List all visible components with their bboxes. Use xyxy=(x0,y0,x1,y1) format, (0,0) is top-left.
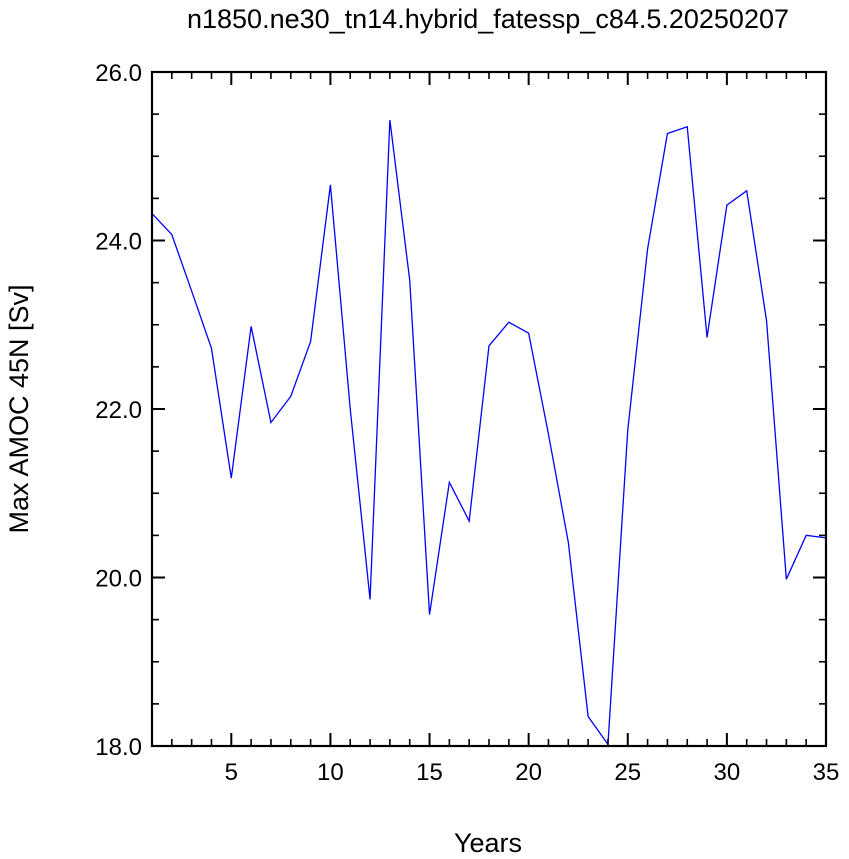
y-tick-label: 18.0 xyxy=(95,734,142,761)
series-line xyxy=(151,119,827,747)
x-tick-label: 25 xyxy=(614,759,641,786)
y-tick-label: 20.0 xyxy=(95,566,142,593)
x-tick-label: 5 xyxy=(225,759,238,786)
plot-area: 5 10 15 20 25 30 35 18.0 20.0 22.0 24.0 26.0 xyxy=(95,60,839,786)
plot-frame xyxy=(150,70,828,748)
x-tick-label: 15 xyxy=(416,759,443,786)
y-tick-label: 26.0 xyxy=(95,60,142,87)
y-tick-label: 22.0 xyxy=(95,397,142,424)
chart-title: n1850.ne30_tn14.hybrid_fatessp_c84.5.202… xyxy=(187,4,789,34)
x-tick-label: 20 xyxy=(515,759,542,786)
x-tick-label: 10 xyxy=(317,759,344,786)
x-axis-label: Years xyxy=(454,828,522,858)
y-tick-label: 24.0 xyxy=(95,229,142,256)
x-tick-label: 30 xyxy=(714,759,741,786)
y-axis-label: Max AMOC 45N [Sv] xyxy=(4,284,34,533)
x-tick-label: 35 xyxy=(813,759,840,786)
